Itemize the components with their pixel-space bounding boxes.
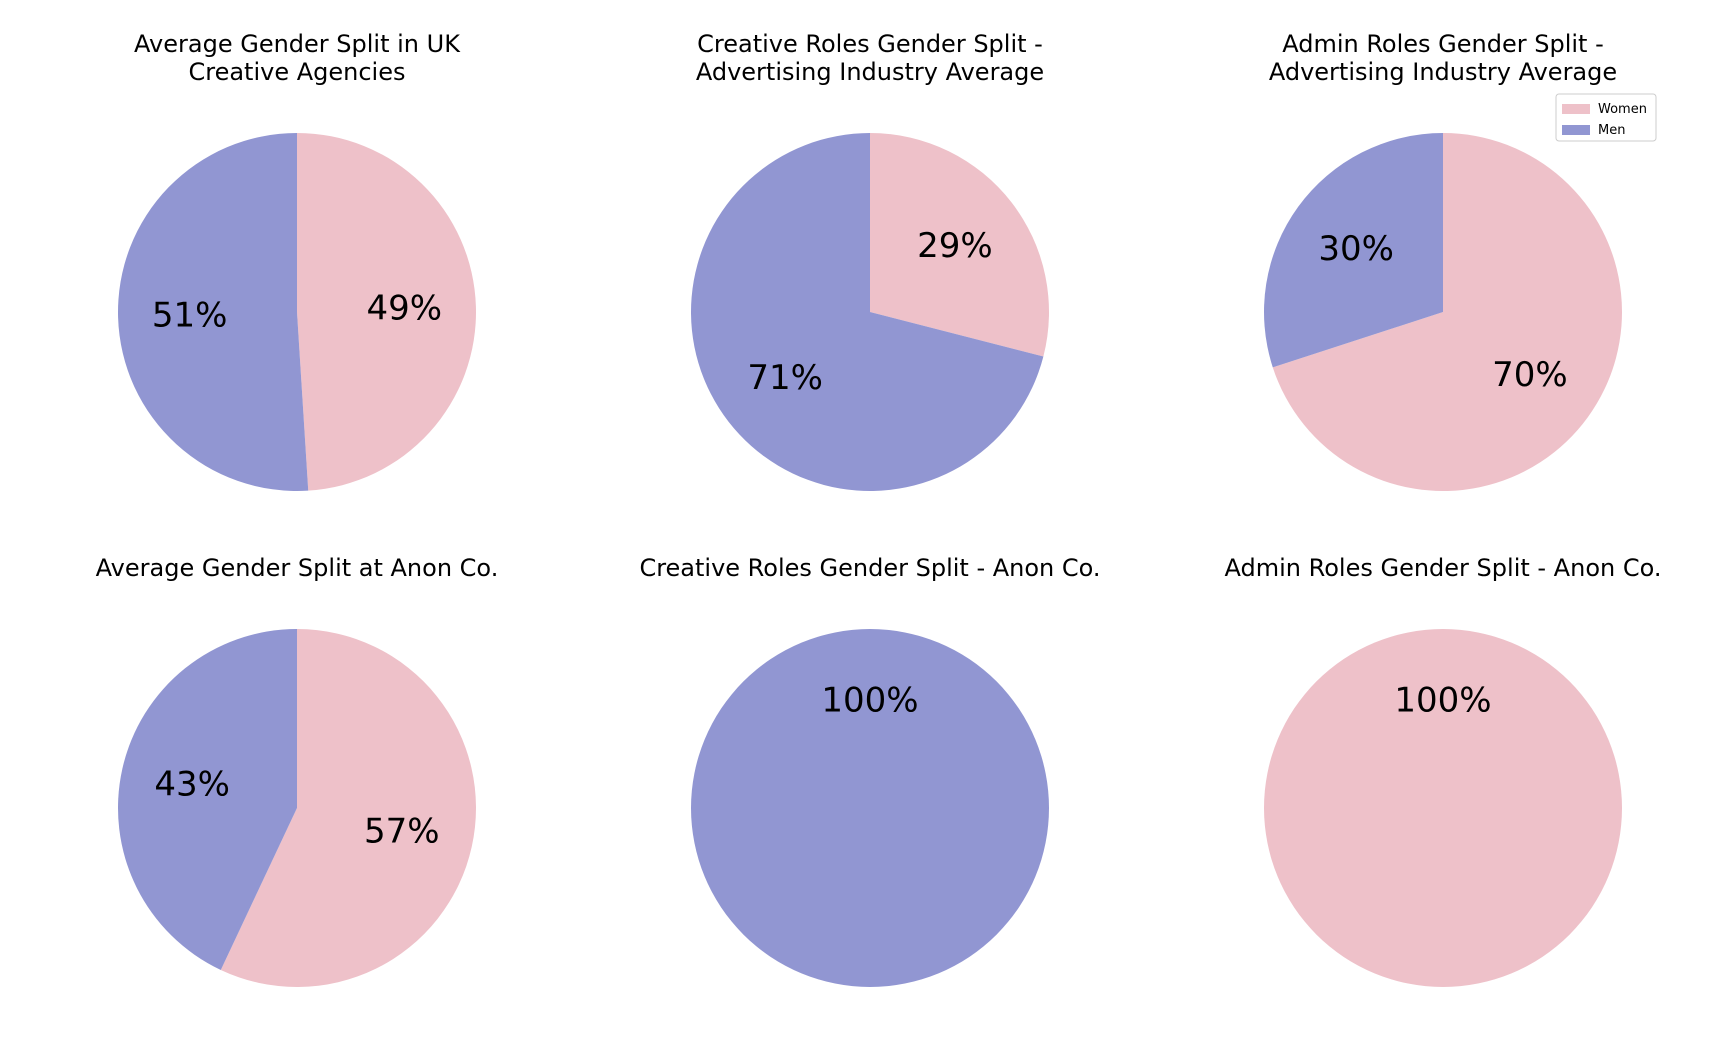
chart-title: Creative Roles Gender Split - Anon Co.	[639, 554, 1100, 582]
pie-slice-women	[220, 629, 477, 987]
chart-title: Average Gender Split at Anon Co.	[96, 554, 499, 582]
slice-label-women: 70%	[1492, 355, 1568, 395]
pie-slice-men	[117, 133, 309, 492]
slice-label-women: 29%	[917, 226, 993, 266]
pie-slice-women	[1272, 133, 1623, 491]
legend-swatch-men	[1562, 125, 1590, 135]
slice-label-men: 43%	[154, 765, 230, 805]
chart-title: Advertising Industry Average	[1269, 58, 1617, 86]
chart-title: Admin Roles Gender Split -	[1282, 30, 1604, 58]
slice-label-men: 30%	[1318, 229, 1394, 269]
pie-chart-6: Admin Roles Gender Split - Anon Co. 100%	[1225, 554, 1662, 987]
pie-slice-women	[1264, 629, 1622, 987]
chart-title: Creative Agencies	[188, 58, 405, 86]
pie-slice-men	[690, 133, 1044, 491]
pie-chart-3: Admin Roles Gender Split -Advertising In…	[1264, 30, 1623, 491]
pie-slice-women	[297, 133, 476, 491]
legend-label-men: Men	[1598, 123, 1625, 138]
chart-title: Admin Roles Gender Split - Anon Co.	[1225, 554, 1662, 582]
slice-label-women: 100%	[1394, 681, 1491, 721]
pie-slice-men	[118, 628, 298, 970]
slice-label-men: 51%	[152, 295, 228, 335]
legend: Women Men	[1555, 93, 1657, 142]
chart-title: Advertising Industry Average	[696, 58, 1044, 86]
slice-label-women: 57%	[364, 811, 440, 851]
slice-label-men: 71%	[747, 358, 823, 398]
legend-label-women: Women	[1598, 102, 1647, 117]
chart-title: Average Gender Split in UK	[134, 30, 461, 58]
pie-slice-men	[691, 629, 1049, 987]
pie-chart-5: Creative Roles Gender Split - Anon Co. 10…	[639, 554, 1101, 987]
chart-title: Creative Roles Gender Split -	[697, 30, 1043, 58]
legend-swatch-women	[1562, 104, 1590, 114]
pie-slice-men	[1264, 133, 1443, 368]
slice-label-men: 100%	[821, 681, 918, 721]
pie-chart-2: Creative Roles Gender Split -Advertising…	[690, 30, 1049, 491]
pie-slice-women	[870, 133, 1049, 357]
pie-chart-4: Average Gender Split at Anon Co. 57% 43%	[96, 554, 499, 987]
slice-label-women: 49%	[367, 289, 443, 329]
